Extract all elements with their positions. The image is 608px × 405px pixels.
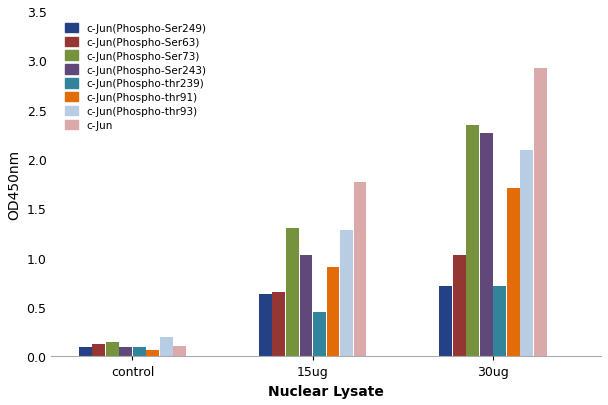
Bar <box>493 287 506 356</box>
Y-axis label: OD450nm: OD450nm <box>7 149 21 219</box>
Bar <box>520 151 533 356</box>
Bar <box>300 255 313 356</box>
Legend: c-Jun(Phospho-Ser249), c-Jun(Phospho-Ser63), c-Jun(Phospho-Ser73), c-Jun(Phospho: c-Jun(Phospho-Ser249), c-Jun(Phospho-Ser… <box>62 21 209 134</box>
Bar <box>106 342 119 356</box>
Bar <box>313 312 326 356</box>
Bar <box>326 267 339 356</box>
Bar <box>119 347 132 356</box>
X-axis label: Nuclear Lysate: Nuclear Lysate <box>268 384 384 398</box>
Bar <box>507 188 520 356</box>
Bar <box>272 292 285 356</box>
Bar <box>133 347 146 356</box>
Bar <box>78 347 92 356</box>
Bar <box>173 346 186 356</box>
Bar <box>480 134 492 356</box>
Bar <box>354 182 367 356</box>
Bar <box>259 294 272 356</box>
Bar <box>453 255 466 356</box>
Bar <box>439 287 452 356</box>
Bar <box>160 337 173 356</box>
Bar <box>147 350 159 356</box>
Bar <box>340 230 353 356</box>
Bar <box>286 228 299 356</box>
Bar <box>466 126 479 356</box>
Bar <box>92 344 105 356</box>
Bar <box>534 69 547 356</box>
